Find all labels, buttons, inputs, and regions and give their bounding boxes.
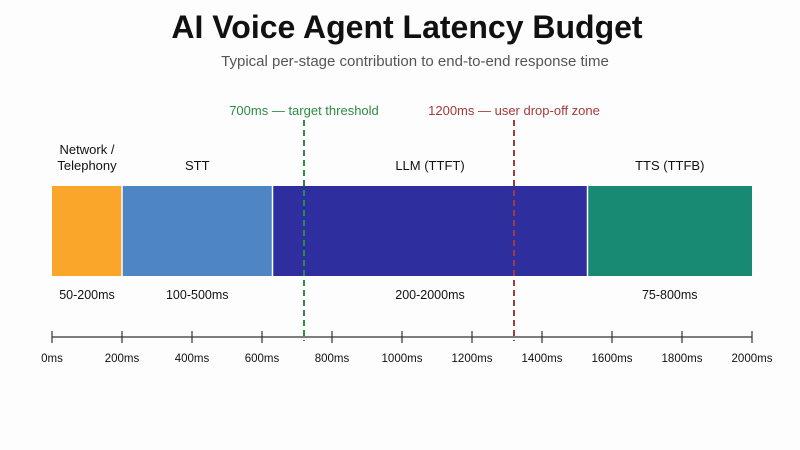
- x-tick-label: 1200ms: [452, 353, 493, 365]
- bar-segment-tts-ttfb: [587, 186, 752, 276]
- range-label-network-telephony: 50-200ms: [59, 288, 115, 302]
- x-tick-label: 1600ms: [592, 353, 633, 365]
- x-tick-label: 1800ms: [662, 353, 703, 365]
- stage-label-tts-ttfb: TTS (TTFB): [635, 158, 704, 173]
- x-tick-label: 1400ms: [522, 353, 563, 365]
- x-tick-label: 800ms: [315, 353, 350, 365]
- marker-label-2: 1200ms — user drop-off zone: [428, 103, 600, 118]
- stage-label-stt: STT: [185, 158, 210, 173]
- bar-segment-llm-ttft: [272, 186, 588, 276]
- chart-subtitle: Typical per-stage contribution to end-to…: [221, 53, 609, 70]
- stage-label-llm-ttft: LLM (TTFT): [395, 158, 464, 173]
- x-tick-label: 600ms: [245, 353, 280, 365]
- chart-title: AI Voice Agent Latency Budget: [171, 9, 643, 45]
- range-label-llm-ttft: 200-2000ms: [395, 288, 465, 302]
- x-tick-label: 2000ms: [732, 353, 773, 365]
- markers-layer: 700ms — target threshold 1200ms — user dr…: [229, 103, 600, 341]
- range-label-stt: 100-500ms: [166, 288, 229, 302]
- range-label-tts-ttfb: 75-800ms: [642, 288, 698, 302]
- bar-segment-network-telephony: [52, 186, 122, 276]
- marker-label-1: 700ms — target threshold: [229, 103, 379, 118]
- x-axis: 0ms 200ms 400ms 600ms 800ms 1000ms 1200ms 1400m…: [41, 331, 773, 365]
- x-tick-label: 1000ms: [382, 353, 423, 365]
- stage-label-network-telephony: Network / Telephony: [57, 142, 117, 173]
- x-tick-label: 0ms: [41, 353, 63, 365]
- x-tick-label: 200ms: [105, 353, 140, 365]
- bar-segment-stt: [122, 186, 273, 276]
- segments-layer: Network / Telephony 50-200ms STT 100-500ms LL…: [52, 142, 752, 302]
- x-tick-label: 400ms: [175, 353, 210, 365]
